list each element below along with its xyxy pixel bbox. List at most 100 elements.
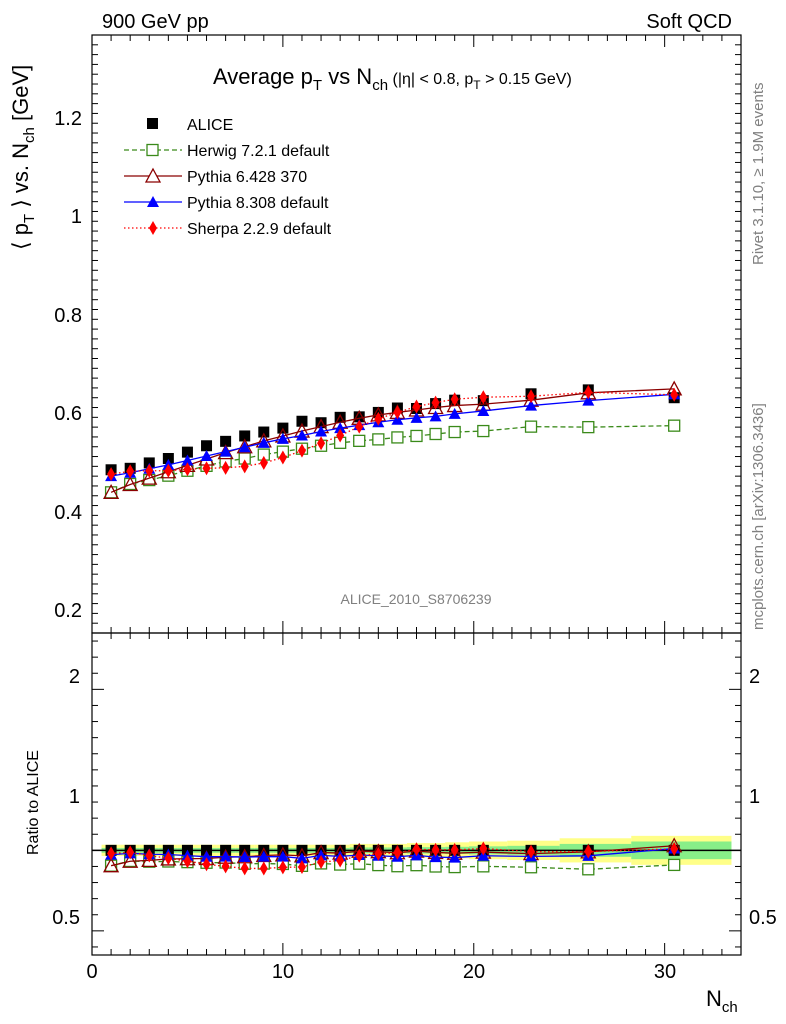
herwig-ratio-point xyxy=(448,860,461,874)
pythia8-ratio-point xyxy=(238,851,251,863)
bottom-panel-frame xyxy=(91,632,742,956)
sherpa-ratio-point xyxy=(183,854,192,869)
pythia8-top-point xyxy=(181,454,194,466)
pythia8-ratio-point xyxy=(315,849,328,861)
y-tick-label-right: 2 xyxy=(749,666,760,688)
y-axis-label-top: ⟨ pT ⟩ vs. Nch [GeV] xyxy=(8,65,38,250)
sherpa-ratio-point xyxy=(278,860,287,875)
sherpa-top-point xyxy=(527,389,536,404)
sherpa-ratio-point xyxy=(317,855,326,870)
y-tick-label: 2 xyxy=(69,666,80,688)
x-tick-labels: 0 10 20 30 xyxy=(86,961,676,983)
sherpa-ratio-point xyxy=(202,857,211,872)
legend-label: ALICE xyxy=(187,117,233,134)
legend: ALICE Herwig 7.2.1 default Pythia 6.428 … xyxy=(124,117,332,238)
herwig-top-point xyxy=(524,420,538,433)
herwig-top-point xyxy=(391,431,404,444)
data-marks xyxy=(102,380,683,876)
herwig-top-point xyxy=(372,433,385,446)
sherpa-ratio-point xyxy=(336,853,345,868)
pythia8-top-point xyxy=(219,445,232,457)
pythia8-ratio-point xyxy=(219,850,232,862)
pythia8-top-point xyxy=(582,394,595,406)
herwig-ratio-point xyxy=(524,861,538,874)
sherpa-ratio-point xyxy=(259,861,268,876)
sherpa-top-point xyxy=(145,463,154,478)
y-tick-label: 0.4 xyxy=(54,502,82,524)
sherpa-top-point xyxy=(107,467,116,482)
x-tick-label: 20 xyxy=(463,961,485,983)
y-tick-labels-top: 0.2 0.4 0.6 0.8 1 1.2 xyxy=(54,108,82,622)
alice-top-point xyxy=(353,411,365,423)
sherpa-top-point xyxy=(479,390,488,405)
pythia8-ratio-point xyxy=(200,850,213,862)
pythia8-top-point xyxy=(295,429,308,441)
pythia6-top-point xyxy=(141,469,158,485)
herwig-top-point xyxy=(582,420,595,434)
alice-top-point xyxy=(201,440,213,452)
legend-label: Herwig 7.2.1 default xyxy=(187,143,330,160)
header-right: Soft QCD xyxy=(646,11,732,33)
y-tick-label: 0.8 xyxy=(54,305,82,327)
alice-top-point xyxy=(296,415,308,427)
sherpa-top-line xyxy=(110,391,675,475)
legend-marker-herwig xyxy=(146,143,159,157)
sherpa-top-point xyxy=(164,463,173,478)
header-left: 900 GeV pp xyxy=(102,11,209,33)
sherpa-ratio-point xyxy=(126,845,135,860)
sherpa-ratio-point xyxy=(297,859,306,874)
x-tick-label: 30 xyxy=(654,961,676,983)
y-tick-label: 0.2 xyxy=(54,600,82,622)
sherpa-top-point xyxy=(278,450,287,465)
sherpa-ratio-point xyxy=(107,846,116,861)
sherpa-ratio-point xyxy=(355,848,364,863)
pythia8-ratio-point xyxy=(448,851,461,863)
pythia8-ratio-point xyxy=(295,852,308,864)
y-tick-label: 0.6 xyxy=(54,403,82,425)
sherpa-top-point xyxy=(355,419,364,434)
alice-top-point xyxy=(181,446,193,458)
alice-ratio-point xyxy=(334,844,346,856)
sherpa-top-point xyxy=(336,428,345,443)
pythia6-top-point xyxy=(122,476,139,492)
herwig-ratio-point xyxy=(668,858,681,872)
herwig-top-line xyxy=(110,425,675,493)
mcplots-label: mcplots.cern.ch [arXiv:1306.3436] xyxy=(750,403,767,630)
pythia6-ratio-point xyxy=(102,857,120,873)
sherpa-top-point xyxy=(450,392,459,407)
axis-ticks xyxy=(91,35,742,955)
sherpa-ratio-line xyxy=(111,847,675,870)
alice-top-point xyxy=(220,435,232,447)
y-tick-label: 0.5 xyxy=(52,907,80,929)
pythia8-top-point xyxy=(257,436,270,448)
legend-label: Sherpa 2.2.9 default xyxy=(187,221,332,238)
rivet-label: Rivet 3.1.10, ≥ 1.9M events xyxy=(750,83,767,266)
legend-marker-alice xyxy=(147,118,158,129)
x-axis-label: Nch xyxy=(706,986,738,1016)
herwig-ratio-point xyxy=(429,860,442,873)
pythia6-ratio-point xyxy=(141,852,158,868)
alice-ratio-point xyxy=(296,844,308,856)
herwig-ratio-point xyxy=(410,859,423,872)
sherpa-ratio-point xyxy=(145,848,154,863)
legend-label: Pythia 6.428 370 xyxy=(187,169,307,186)
alice-top-point xyxy=(239,430,251,442)
herwig-ratio-point xyxy=(372,858,385,872)
sherpa-top-point xyxy=(183,462,192,477)
herwig-top-point xyxy=(448,425,461,439)
sherpa-top-point xyxy=(374,411,383,426)
sherpa-ratio-point xyxy=(527,844,536,859)
pythia8-top-point xyxy=(238,441,251,453)
pythia6-ratio-point xyxy=(122,852,139,868)
sherpa-ratio-point xyxy=(479,841,488,856)
sherpa-ratio-point xyxy=(374,846,383,861)
sherpa-top-point xyxy=(584,385,593,400)
sherpa-top-point xyxy=(221,460,230,475)
sherpa-top-point xyxy=(393,405,402,420)
y-tick-label: 1.2 xyxy=(54,108,82,130)
sherpa-ratio-point xyxy=(164,851,173,866)
herwig-top-point xyxy=(353,434,366,448)
pythia8-top-point xyxy=(410,411,423,423)
sherpa-ratio-point xyxy=(412,842,421,857)
